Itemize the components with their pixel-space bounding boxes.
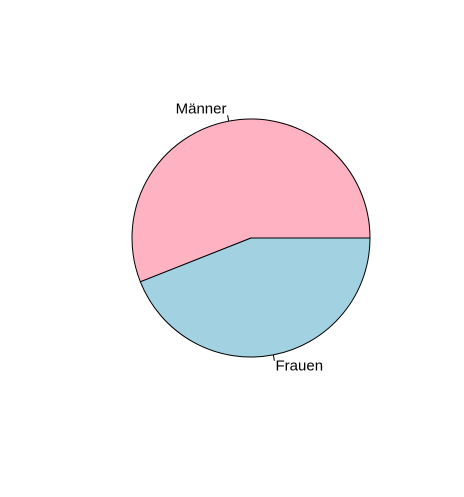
- slice-label: Männer: [176, 100, 227, 117]
- pie-slice: [139, 237, 371, 358]
- slice-label: Frauen: [276, 358, 324, 375]
- label-tick: [227, 115, 230, 122]
- pie-slice: [131, 118, 371, 283]
- label-tick: [272, 354, 275, 361]
